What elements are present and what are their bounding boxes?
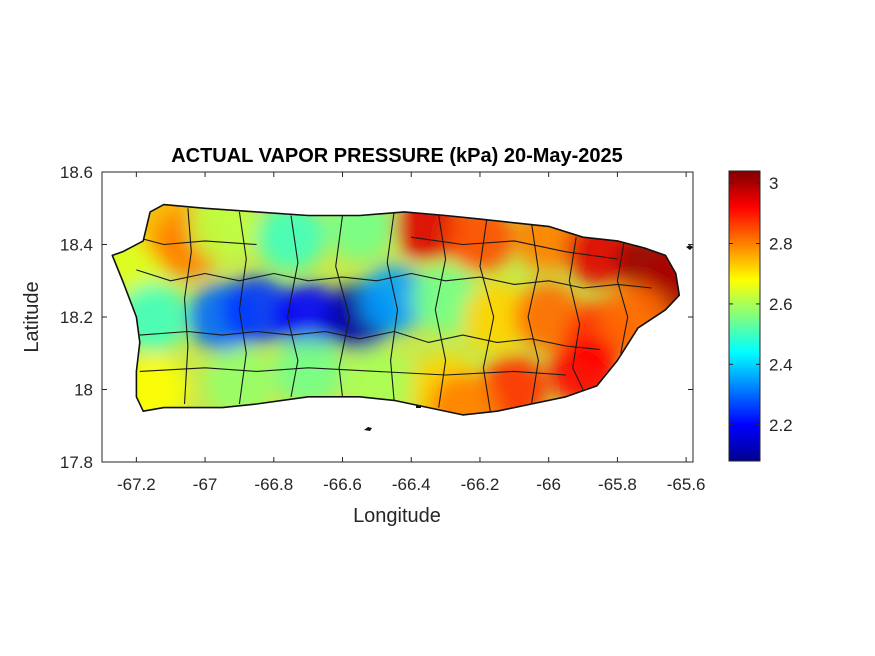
municipality-boundary bbox=[335, 215, 350, 397]
x-tick-label: -65.8 bbox=[598, 475, 637, 494]
x-tick-label: -65.6 bbox=[667, 475, 706, 494]
municipality-boundaries bbox=[136, 208, 652, 412]
x-axis-label: Longitude bbox=[353, 505, 441, 527]
field-sample bbox=[222, 275, 291, 344]
field-sample bbox=[360, 264, 429, 333]
field-sample bbox=[411, 264, 480, 333]
y-tick-label: 18.4 bbox=[60, 236, 93, 255]
field-sample bbox=[463, 283, 532, 351]
coastline bbox=[111, 203, 681, 416]
field-sample bbox=[428, 373, 497, 415]
municipality-boundary bbox=[136, 269, 652, 289]
x-tick-label: -66.6 bbox=[323, 475, 362, 494]
municipality-boundary bbox=[568, 237, 584, 390]
colorbar-tick-label: 3 bbox=[769, 174, 778, 193]
islet bbox=[364, 427, 372, 431]
municipality-boundary bbox=[139, 367, 566, 376]
y-axis-label: Latitude bbox=[21, 281, 43, 352]
municipality-boundary bbox=[136, 236, 257, 246]
municipality-boundary bbox=[411, 236, 618, 260]
y-axis-ticks: 18.6 18.4 18.2 18 17.8 bbox=[60, 163, 693, 472]
x-axis-ticks: -67.2 -67 -66.8 -66.6 -66.4 -66.2 -66 -65.8 -65.… bbox=[117, 172, 706, 494]
colorbar-tick-label: 2.4 bbox=[769, 355, 793, 374]
y-tick-label: 17.8 bbox=[60, 453, 93, 472]
colorbar-tick-label: 2.2 bbox=[769, 416, 793, 435]
field-sample bbox=[274, 337, 343, 406]
municipality-boundary bbox=[527, 222, 539, 405]
islet bbox=[416, 405, 421, 408]
islet bbox=[686, 245, 693, 250]
x-tick-label: -66.4 bbox=[392, 475, 431, 494]
y-tick-label: 18.6 bbox=[60, 163, 93, 182]
municipality-boundary bbox=[386, 211, 399, 401]
field-sample bbox=[257, 204, 325, 272]
x-tick-label: -66 bbox=[536, 475, 561, 494]
colorbar-ticks: 2.2 2.4 2.6 2.8 3 bbox=[729, 174, 793, 435]
municipality-boundary bbox=[616, 240, 629, 354]
municipality-boundary bbox=[286, 215, 299, 397]
x-tick-label: -67.2 bbox=[117, 475, 156, 494]
chart-title: ACTUAL VAPOR PRESSURE (kPa) 20-May-2025 bbox=[171, 145, 623, 167]
x-tick-label: -67 bbox=[193, 475, 218, 494]
field-sample bbox=[205, 348, 274, 415]
municipality-boundary bbox=[183, 208, 192, 405]
municipality-boundary bbox=[434, 215, 447, 408]
municipality-boundary bbox=[479, 219, 495, 412]
y-tick-label: 18 bbox=[74, 381, 93, 400]
colorbar-tick-label: 2.8 bbox=[769, 235, 793, 254]
colorbar bbox=[728, 170, 761, 462]
y-tick-label: 18.2 bbox=[60, 308, 93, 327]
x-tick-label: -66.8 bbox=[254, 475, 293, 494]
colorbar-tick-label: 2.6 bbox=[769, 295, 793, 314]
municipality-boundary bbox=[139, 330, 601, 351]
x-tick-label: -66.2 bbox=[461, 475, 500, 494]
